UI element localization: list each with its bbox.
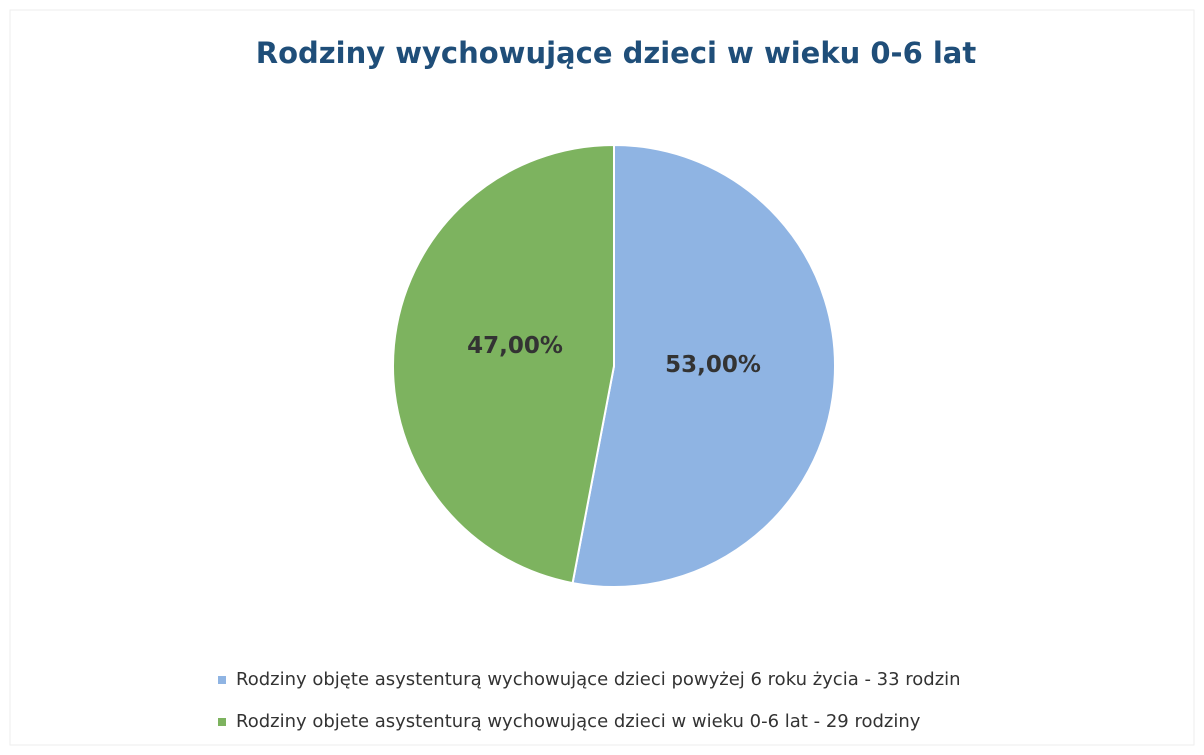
data-label: 53,00%: [665, 352, 761, 378]
legend-marker: [218, 676, 226, 684]
pie-slice: [571, 143, 836, 588]
legend-marker: [218, 718, 226, 726]
data-label: 47,00%: [467, 333, 563, 359]
legend-label: Rodziny objęte asystenturą wychowujące d…: [236, 669, 961, 690]
legend-label: Rodziny objete asystenturą wychowujące d…: [236, 711, 921, 732]
chart-title: Rodziny wychowujące dzieci w wieku 0-6 l…: [256, 36, 977, 70]
chart-frame: [9, 9, 1195, 746]
pie-slice: [392, 143, 615, 585]
